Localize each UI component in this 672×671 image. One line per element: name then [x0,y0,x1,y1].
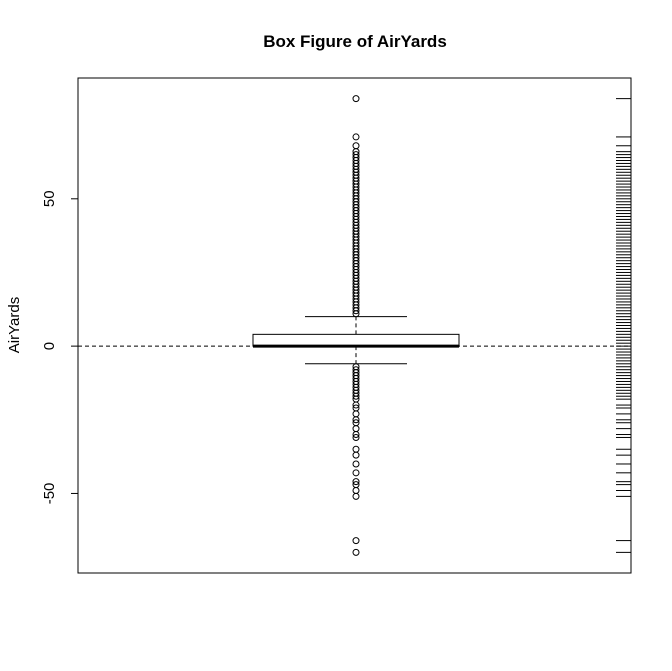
outlier-point [352,492,360,500]
outlier-point [352,133,360,141]
outlier-point [352,416,360,424]
outlier-point [352,445,360,453]
y-axis-ticks: -50 0 50 [41,190,78,504]
outlier-point [352,478,360,486]
outlier-point [352,451,360,459]
interquartile-box [252,333,460,347]
y-tick-label: -50 [41,483,58,505]
outlier-points [352,95,360,556]
outlier-point [352,95,360,103]
outlier-point [352,487,360,494]
rug-marks [616,98,631,553]
outlier-point [352,460,360,468]
outlier-point [352,392,360,400]
y-axis-label: AirYards [6,297,23,353]
outlier-point [352,469,360,477]
outlier-point [352,410,360,418]
boxplot [252,316,460,365]
y-tick-label: 0 [41,342,58,350]
outlier-point [352,142,360,150]
y-tick-label: 50 [41,190,58,207]
outlier-point [352,401,360,409]
outlier-point [352,431,360,439]
outlier-point [352,425,360,433]
chart-title: Box Figure of AirYards [263,32,447,51]
outlier-point [352,537,360,545]
outlier-point [352,548,360,556]
outlier-point [352,433,360,441]
outlier-point [352,151,360,159]
